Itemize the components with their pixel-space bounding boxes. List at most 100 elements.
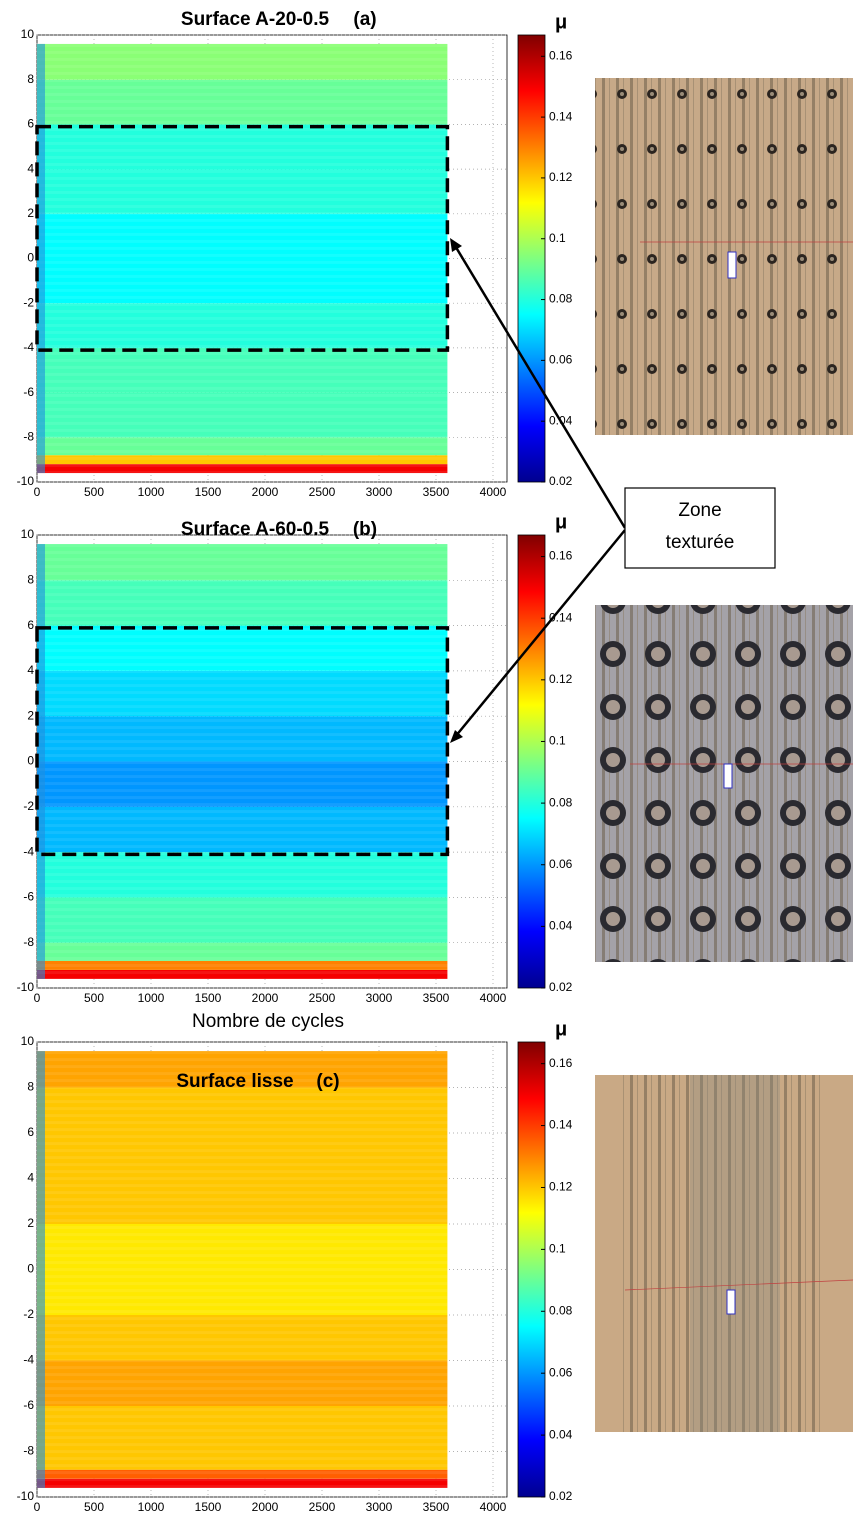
texture bbox=[37, 971, 448, 975]
texture bbox=[37, 1051, 448, 1055]
texture bbox=[37, 393, 448, 397]
y-tick-label: 8 bbox=[27, 572, 34, 586]
colorbar bbox=[517, 534, 546, 989]
y-tick-label: -8 bbox=[23, 429, 34, 443]
micrograph-b bbox=[595, 605, 853, 962]
texture bbox=[37, 211, 448, 215]
texture bbox=[37, 288, 448, 292]
x-axis-label: Nombre de cycles bbox=[192, 1011, 344, 1032]
x-tick-label: 1500 bbox=[195, 485, 222, 499]
texture bbox=[37, 267, 448, 271]
colorbar-tick-label: 0.1 bbox=[549, 231, 566, 245]
texture bbox=[37, 225, 448, 229]
y-tick-label: 2 bbox=[27, 708, 34, 722]
zone-box bbox=[35, 124, 450, 352]
texture bbox=[37, 908, 448, 912]
texture bbox=[37, 796, 448, 800]
texture bbox=[37, 1079, 448, 1083]
texture bbox=[37, 1247, 448, 1251]
y-tick-label: -4 bbox=[23, 340, 34, 354]
texture bbox=[37, 120, 448, 124]
texture bbox=[37, 978, 448, 982]
colorbar-tick-label: 0.02 bbox=[549, 1489, 573, 1503]
heat-band bbox=[37, 942, 448, 961]
texture bbox=[37, 551, 448, 555]
heat-band bbox=[37, 1133, 448, 1179]
texture bbox=[37, 1373, 448, 1377]
x-tick-label: 2000 bbox=[252, 1500, 279, 1513]
x-tick-label: 1500 bbox=[195, 991, 222, 1005]
y-tick-label: -10 bbox=[17, 474, 35, 488]
y-tick-label: -4 bbox=[23, 1353, 34, 1367]
x-tick-label: 3500 bbox=[423, 991, 450, 1005]
texture bbox=[37, 943, 448, 947]
texture bbox=[37, 64, 448, 68]
colorbar-tick-label: 0.16 bbox=[549, 549, 573, 563]
texture bbox=[37, 1065, 448, 1069]
texture bbox=[37, 1289, 448, 1293]
y-tick-label: 6 bbox=[27, 1125, 34, 1139]
texture bbox=[37, 544, 448, 548]
texture bbox=[37, 565, 448, 569]
texture bbox=[37, 190, 448, 194]
texture bbox=[37, 1282, 448, 1286]
x-tick-label: 2000 bbox=[252, 991, 279, 1005]
y-tick-label: 8 bbox=[27, 1080, 34, 1094]
texture bbox=[37, 309, 448, 313]
heat-band bbox=[37, 1406, 448, 1452]
texture bbox=[37, 929, 448, 933]
texture bbox=[37, 922, 448, 926]
texture bbox=[37, 169, 448, 173]
heat-band bbox=[37, 1469, 448, 1479]
texture bbox=[37, 1303, 448, 1307]
texture bbox=[37, 372, 448, 376]
texture bbox=[37, 379, 448, 383]
texture bbox=[37, 628, 448, 632]
x-tick-label: 4000 bbox=[480, 991, 507, 1005]
heat-band bbox=[37, 969, 448, 979]
texture bbox=[37, 183, 448, 187]
texture bbox=[37, 1191, 448, 1195]
heat-band bbox=[37, 544, 448, 581]
colorbar-label: μ bbox=[555, 1018, 567, 1040]
texture bbox=[37, 1457, 448, 1461]
texture bbox=[37, 400, 448, 404]
y-tick-label: 10 bbox=[21, 1034, 35, 1048]
texture bbox=[37, 950, 448, 954]
x-tick-label: 4000 bbox=[480, 1500, 507, 1513]
heat-band bbox=[37, 1178, 448, 1224]
heat-band bbox=[37, 43, 448, 80]
heat-band bbox=[37, 124, 448, 170]
texture bbox=[37, 155, 448, 159]
texture bbox=[37, 428, 448, 432]
texture bbox=[37, 253, 448, 257]
x-tick-label: 3000 bbox=[366, 1500, 393, 1513]
texture bbox=[37, 127, 448, 131]
panel-label: (b) bbox=[353, 519, 377, 540]
texture bbox=[37, 558, 448, 562]
texture bbox=[37, 204, 448, 208]
colorbar-tick-label: 0.06 bbox=[549, 1365, 573, 1379]
texture bbox=[37, 1072, 448, 1076]
x-tick-label: 2500 bbox=[309, 991, 336, 1005]
texture bbox=[37, 1394, 448, 1398]
micrograph-c bbox=[595, 1075, 853, 1432]
texture bbox=[37, 964, 448, 968]
texture bbox=[37, 1135, 448, 1139]
texture bbox=[37, 831, 448, 835]
x-tick-label: 3000 bbox=[366, 991, 393, 1005]
texture bbox=[37, 141, 448, 145]
texture bbox=[37, 915, 448, 919]
zone-box bbox=[35, 626, 450, 857]
texture bbox=[37, 43, 45, 474]
chart-title: Surface A-20-0.5 bbox=[181, 9, 330, 30]
y-tick-label: 2 bbox=[27, 1216, 34, 1230]
texture bbox=[37, 365, 448, 369]
y-tick-label: 4 bbox=[27, 663, 34, 677]
texture bbox=[37, 1051, 45, 1488]
texture bbox=[37, 621, 448, 625]
texture bbox=[37, 1359, 448, 1363]
texture bbox=[37, 1352, 448, 1356]
texture bbox=[37, 768, 448, 772]
texture bbox=[37, 274, 448, 278]
